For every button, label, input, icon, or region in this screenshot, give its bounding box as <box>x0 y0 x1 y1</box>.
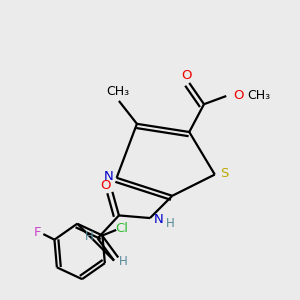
Text: H: H <box>165 217 174 230</box>
Text: S: S <box>220 167 228 180</box>
Text: H: H <box>119 255 128 268</box>
Text: N: N <box>103 170 113 183</box>
Text: H: H <box>85 230 94 243</box>
Text: O: O <box>100 179 110 193</box>
Text: Cl: Cl <box>116 222 129 235</box>
Text: N: N <box>154 213 164 226</box>
Text: CH₃: CH₃ <box>106 85 130 98</box>
Text: F: F <box>34 226 41 239</box>
Text: O: O <box>233 89 243 102</box>
Text: O: O <box>182 69 192 82</box>
Text: CH₃: CH₃ <box>247 89 270 102</box>
